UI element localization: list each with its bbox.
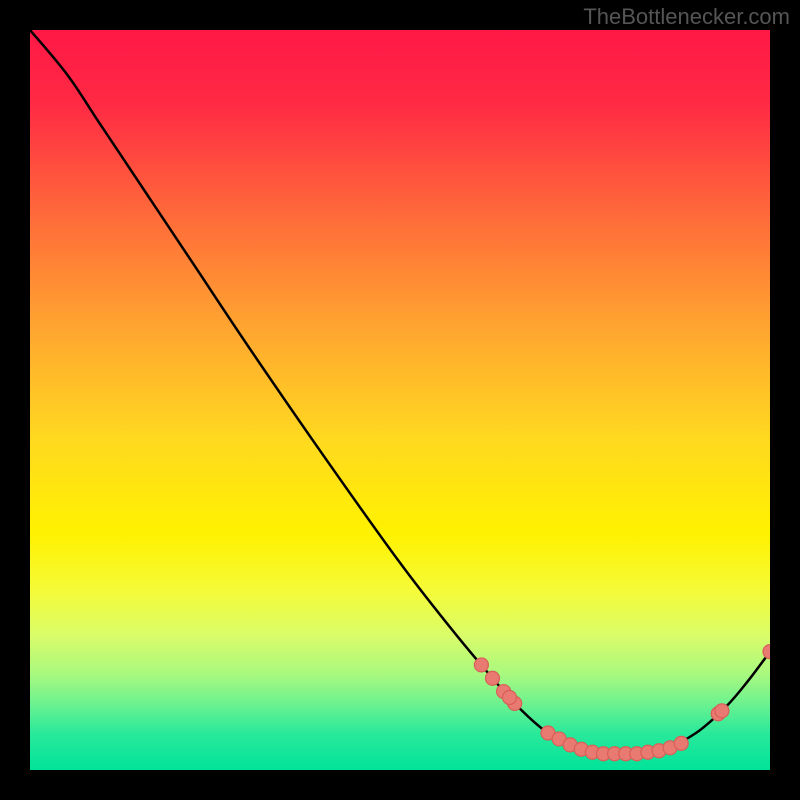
bottleneck-curve-chart xyxy=(30,30,770,770)
data-marker xyxy=(503,690,517,704)
watermark-text: TheBottlenecker.com xyxy=(583,4,790,30)
data-marker xyxy=(715,704,729,718)
data-marker xyxy=(486,671,500,685)
chart-container xyxy=(30,30,770,770)
data-marker xyxy=(474,658,488,672)
chart-background xyxy=(30,30,770,770)
data-marker xyxy=(674,736,688,750)
